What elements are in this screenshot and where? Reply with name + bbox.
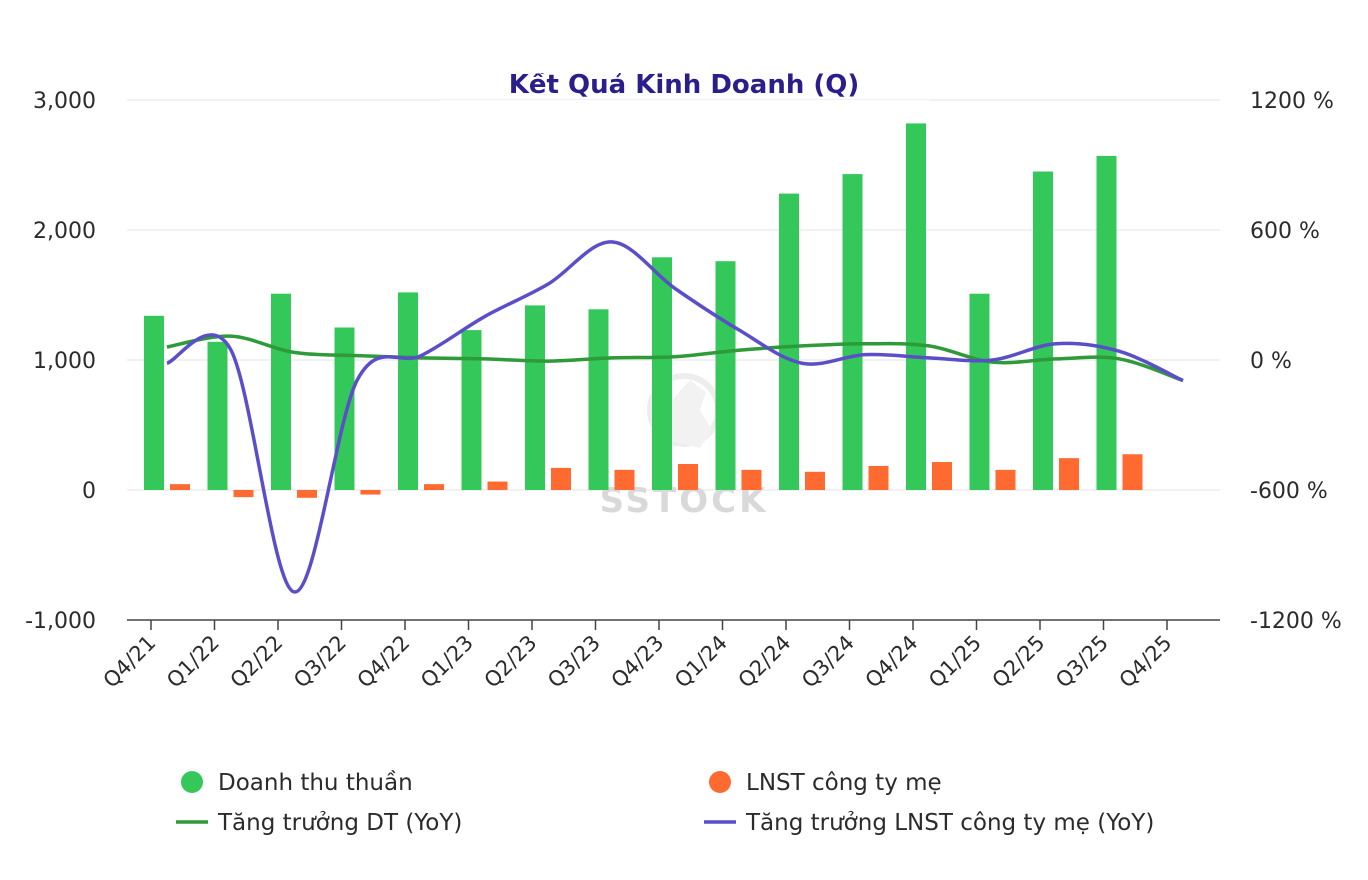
- revenue-bar: [779, 193, 799, 490]
- x-category-label: Q2/24: [734, 631, 796, 693]
- bar-series: [144, 123, 1143, 498]
- x-category-label: Q2/23: [480, 631, 542, 693]
- legend-label: Doanh thu thuần: [218, 770, 413, 796]
- y-right-tick-label: 1200 %: [1250, 89, 1334, 114]
- profit-bar: [487, 481, 508, 490]
- profit-bar: [233, 490, 254, 498]
- revenue-bar: [398, 292, 418, 490]
- revenue-bar: [525, 305, 545, 490]
- legend-marker-dot: [181, 771, 203, 793]
- y-right-tick-label: 600 %: [1250, 219, 1320, 244]
- y-left-tick-label: 3,000: [33, 89, 96, 114]
- revenue-bar: [715, 261, 736, 490]
- revenue-bar: [652, 257, 672, 490]
- profit-bar: [1122, 454, 1143, 490]
- profit-bar: [995, 469, 1016, 490]
- revenue-bar: [334, 327, 355, 490]
- revenue-bar: [842, 174, 863, 490]
- x-category-label: Q4/25: [1115, 631, 1177, 693]
- y-axis-left: 3,000 2,000 1,000 0 -1,000: [25, 89, 96, 634]
- legend-label: Tăng trưởng LNST công ty mẹ (YoY): [745, 810, 1154, 836]
- x-category-label: Q1/22: [162, 631, 224, 693]
- y-right-tick-label: -1200 %: [1250, 609, 1342, 634]
- revenue-bar: [969, 293, 990, 490]
- x-axis-categories: Q4/21 Q1/22 Q2/22 Q3/22 Q4/22 Q1/23 Q2/23 Q3/23…: [99, 620, 1177, 693]
- x-category-label: Q4/23: [607, 631, 669, 693]
- x-category-label: Q3/22: [289, 631, 351, 693]
- revenue-bar: [207, 341, 228, 490]
- x-category-label: Q4/21: [99, 631, 161, 693]
- y-left-tick-label: 2,000: [33, 219, 96, 244]
- legend-label: Tăng trưởng DT (YoY): [217, 810, 462, 836]
- revenue-bar: [906, 123, 926, 491]
- profit-bar: [678, 464, 698, 490]
- profit-bar: [424, 484, 444, 490]
- title-mask: [440, 52, 930, 73]
- x-category-label: Q4/24: [861, 631, 923, 693]
- profit-bar: [551, 467, 571, 490]
- x-category-label: Q2/25: [988, 631, 1050, 693]
- y-axis-right: 1200 % 600 % 0 % -600 % -1200 %: [1250, 89, 1342, 634]
- profit-bar: [360, 490, 381, 495]
- profit-growth-line: [166, 240, 1184, 594]
- x-category-label: Q3/25: [1051, 631, 1113, 693]
- profit-bar: [297, 490, 317, 498]
- revenue-bar: [144, 315, 164, 490]
- revenue-bar: [271, 293, 291, 490]
- y-left-tick-label: 1,000: [33, 349, 96, 374]
- y-right-tick-label: -600 %: [1250, 479, 1328, 504]
- chart-title: Kết Quả Kinh Doanh (Q): [509, 69, 860, 100]
- profit-bar: [932, 462, 952, 490]
- y-right-tick-label: 0 %: [1250, 349, 1292, 374]
- x-category-label: Q3/23: [543, 631, 605, 693]
- profit-bar: [614, 469, 635, 490]
- line-series: [166, 240, 1184, 594]
- revenue-bar: [1033, 171, 1053, 490]
- y-left-tick-label: -1,000: [25, 609, 96, 634]
- revenue-bar: [588, 309, 609, 490]
- profit-bar: [805, 471, 825, 490]
- profit-bar: [868, 465, 889, 490]
- x-category-label: Q1/25: [924, 631, 986, 693]
- x-category-label: Q2/22: [226, 631, 288, 693]
- profit-bar: [741, 469, 762, 490]
- profit-bar: [1059, 458, 1079, 490]
- revenue-growth-line: [166, 334, 1184, 383]
- y-left-tick-label: 0: [82, 479, 96, 504]
- legend: Doanh thu thuần LNST công ty mẹ Tăng trưởn…: [176, 770, 1154, 836]
- profit-bar: [170, 484, 190, 490]
- x-category-label: Q4/22: [353, 631, 415, 693]
- legend-marker-dot: [709, 771, 731, 793]
- x-category-label: Q1/24: [670, 631, 732, 693]
- legend-label: LNST công ty mẹ: [746, 770, 942, 796]
- x-category-label: Q1/23: [416, 631, 478, 693]
- revenue-bar: [1096, 155, 1117, 490]
- title-mask-2: [440, 100, 930, 106]
- revenue-bar: [461, 330, 482, 490]
- x-category-label: Q3/24: [797, 631, 859, 693]
